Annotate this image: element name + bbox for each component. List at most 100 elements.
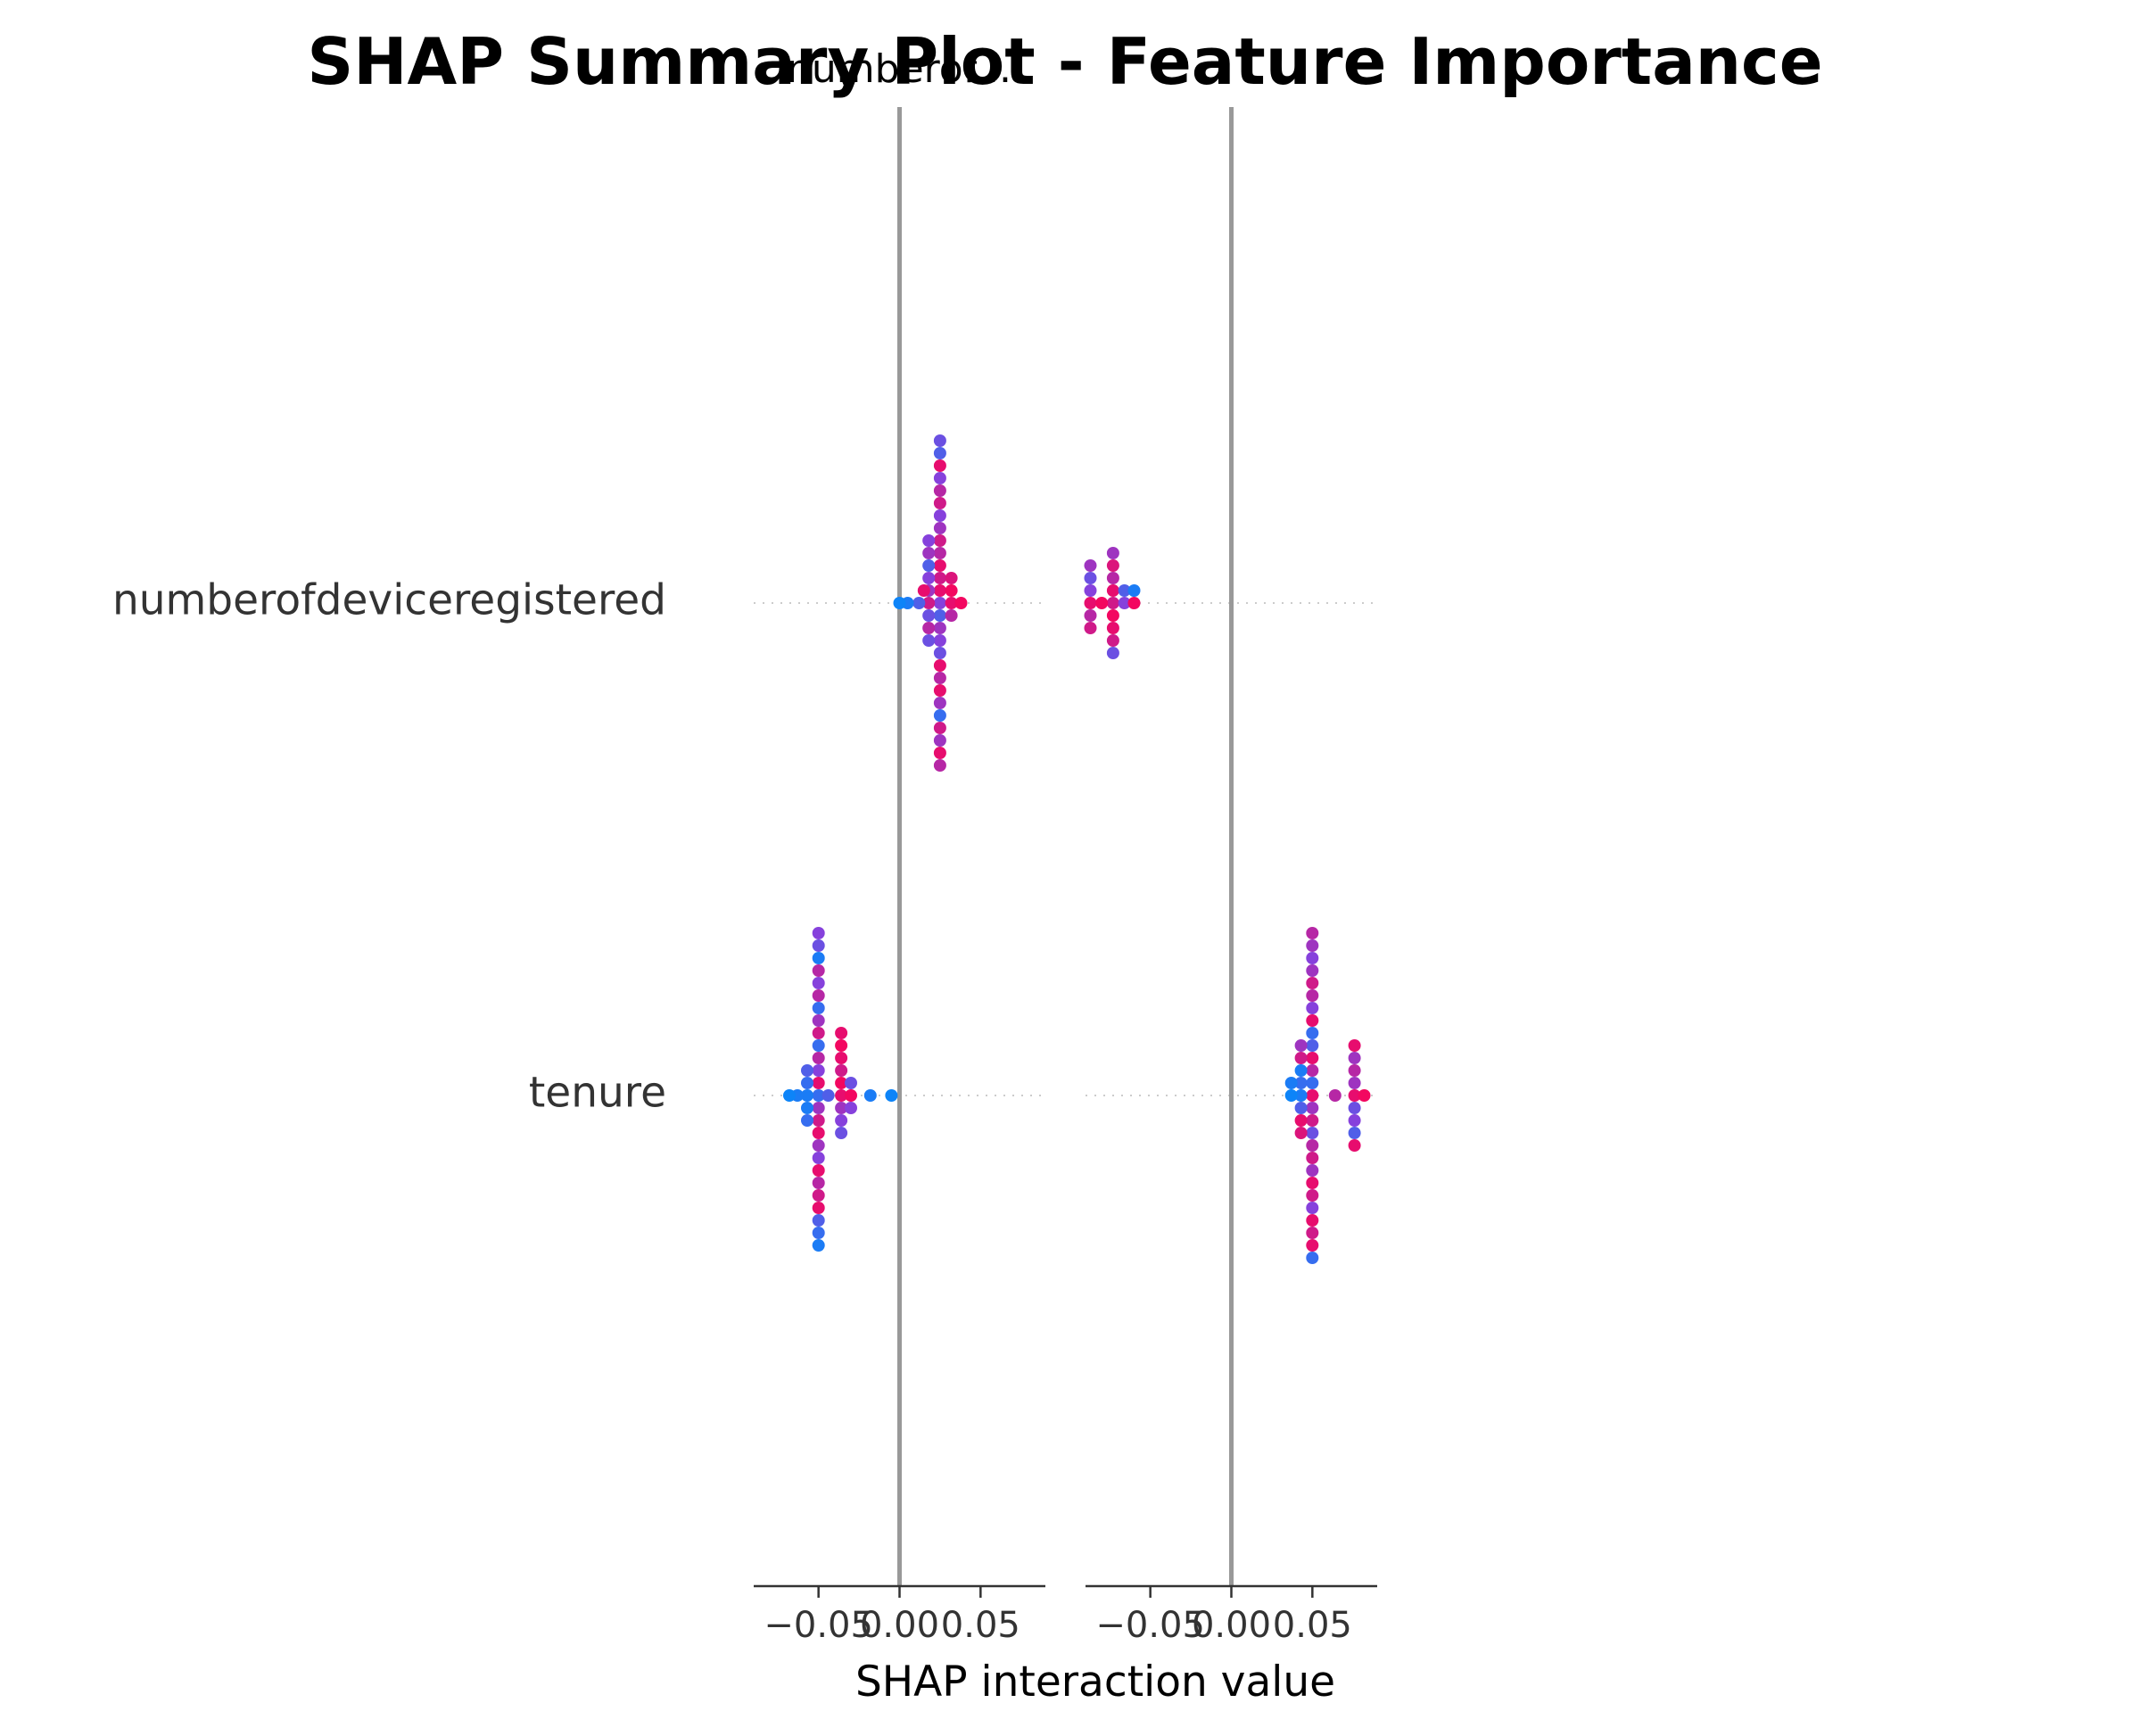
shap-point bbox=[945, 584, 958, 597]
shap-point bbox=[1095, 597, 1109, 609]
shap-point bbox=[801, 1089, 813, 1102]
shap-point bbox=[933, 709, 946, 722]
shap-point bbox=[893, 597, 906, 609]
shap-point bbox=[933, 622, 946, 634]
shap-point bbox=[801, 1114, 813, 1127]
shap-point bbox=[1106, 572, 1119, 584]
x-tick-label: 0.05 bbox=[1273, 1605, 1352, 1646]
shap-point bbox=[812, 1202, 825, 1214]
shap-point bbox=[1294, 1089, 1308, 1102]
shap-point bbox=[1348, 1052, 1361, 1064]
shap-point bbox=[922, 534, 936, 547]
shap-point bbox=[1106, 609, 1119, 622]
shap-point bbox=[1306, 1027, 1319, 1039]
shap-point bbox=[812, 1002, 825, 1014]
shap-point bbox=[1348, 1114, 1361, 1127]
shap-point bbox=[812, 1039, 825, 1052]
shap-point bbox=[1306, 977, 1319, 989]
shap-point bbox=[845, 1077, 857, 1089]
shap-point bbox=[863, 1089, 877, 1102]
shap-point bbox=[812, 1189, 825, 1202]
shap-point bbox=[812, 1014, 825, 1027]
shap-point bbox=[933, 609, 946, 622]
shap-point bbox=[933, 722, 946, 734]
shap-point bbox=[835, 1052, 848, 1064]
shap-point bbox=[812, 1139, 825, 1152]
shap-point bbox=[1306, 1202, 1319, 1214]
shap-point bbox=[933, 584, 946, 597]
shap-point bbox=[812, 964, 825, 977]
x-tick-label: 0.05 bbox=[941, 1605, 1020, 1646]
shap-point bbox=[1306, 1077, 1319, 1089]
shap-point bbox=[801, 1064, 813, 1077]
shap-point bbox=[933, 509, 946, 522]
shap-point bbox=[1284, 1089, 1298, 1102]
shap-point bbox=[922, 559, 936, 572]
shap-point bbox=[922, 622, 936, 634]
shap-point bbox=[1348, 1077, 1361, 1089]
shap-point bbox=[835, 1089, 848, 1102]
shap-point bbox=[922, 609, 936, 622]
shap-point bbox=[812, 1064, 825, 1077]
shap-point bbox=[812, 1239, 825, 1252]
x-tick-label: 0.00 bbox=[1192, 1605, 1271, 1646]
shap-point bbox=[1306, 1089, 1319, 1102]
shap-point bbox=[1306, 1052, 1319, 1064]
shap-point bbox=[1358, 1089, 1371, 1102]
shap-point bbox=[1118, 584, 1131, 597]
shap-point bbox=[835, 1039, 848, 1052]
shap-point bbox=[1306, 1227, 1319, 1239]
shap-point bbox=[801, 1077, 813, 1089]
shap-point bbox=[1084, 584, 1097, 597]
shap-point bbox=[954, 597, 968, 609]
shap-point bbox=[1294, 1064, 1308, 1077]
shap-point bbox=[812, 952, 825, 964]
shap-point bbox=[1306, 1239, 1319, 1252]
chart-title: SHAP Summary Plot - Feature Importance bbox=[307, 24, 1822, 99]
shap-point bbox=[812, 1152, 825, 1164]
shap-point bbox=[812, 1027, 825, 1039]
shap-point bbox=[933, 434, 946, 447]
shap-point bbox=[835, 1127, 848, 1139]
shap-point bbox=[933, 634, 946, 647]
x-tick-label: −0.05 bbox=[1095, 1605, 1205, 1646]
shap-point bbox=[812, 1177, 825, 1189]
shap-point bbox=[812, 1164, 825, 1177]
shap-point bbox=[1106, 584, 1119, 597]
chart-subtitle: numberof... bbox=[787, 46, 1011, 92]
shap-point bbox=[933, 759, 946, 772]
shap-point bbox=[1084, 559, 1097, 572]
shap-point bbox=[835, 1077, 848, 1089]
shap-point bbox=[933, 684, 946, 697]
shap-point bbox=[835, 1064, 848, 1077]
shap-point bbox=[922, 597, 936, 609]
shap-point bbox=[1306, 1139, 1319, 1152]
shap-point bbox=[1106, 559, 1119, 572]
shap-point bbox=[1106, 597, 1119, 609]
shap-point bbox=[1306, 989, 1319, 1002]
shap-point bbox=[1106, 547, 1119, 559]
shap-point bbox=[1348, 1127, 1361, 1139]
shap-point bbox=[1294, 1039, 1308, 1052]
shap-point bbox=[1106, 647, 1119, 659]
shap-point bbox=[922, 634, 936, 647]
shap-point bbox=[1306, 1214, 1319, 1227]
shap-point bbox=[1348, 1039, 1361, 1052]
shap-point bbox=[1348, 1089, 1361, 1102]
shap-point bbox=[845, 1089, 857, 1102]
shap-point bbox=[1084, 622, 1097, 634]
shap-point bbox=[835, 1114, 848, 1127]
shap-point bbox=[783, 1089, 796, 1102]
shap-point bbox=[1306, 952, 1319, 964]
shap-point bbox=[1294, 1052, 1308, 1064]
shap-point bbox=[1127, 597, 1141, 609]
shap-point bbox=[821, 1089, 835, 1102]
shap-point bbox=[1306, 1164, 1319, 1177]
shap-point bbox=[812, 927, 825, 939]
zero-lines bbox=[897, 107, 1234, 1586]
shap-point bbox=[933, 734, 946, 747]
shap-point bbox=[1294, 1102, 1308, 1114]
shap-point bbox=[812, 977, 825, 989]
shap-point bbox=[1306, 1102, 1319, 1114]
shap-point bbox=[917, 584, 930, 597]
